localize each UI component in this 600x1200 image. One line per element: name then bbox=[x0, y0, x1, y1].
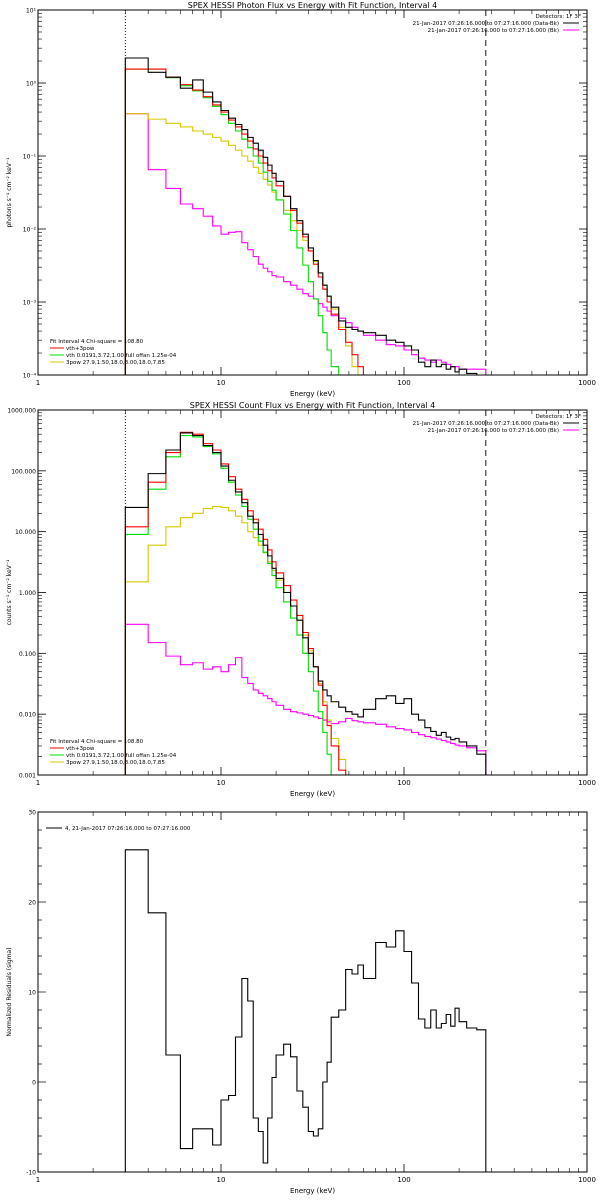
x-tick-label: 1000 bbox=[578, 379, 596, 387]
series-line-3pow bbox=[124, 113, 359, 375]
x-tick-label: 1 bbox=[36, 1176, 40, 1184]
detectors-label: Detectors: 1F 3F bbox=[535, 414, 581, 420]
x-tick-label: 1 bbox=[36, 379, 40, 387]
series-group bbox=[124, 849, 487, 1172]
chart-panel-2: SPEX HESSI Count Flux vs Energy with Fit… bbox=[6, 401, 596, 798]
fit-interval-label: Fit Interval 4 Chi-square = 108.80 bbox=[50, 339, 144, 345]
x-tick-label: 1000 bbox=[578, 779, 596, 787]
x-tick-label: 100 bbox=[397, 1176, 410, 1184]
legend-bottom-entry: vth 0.0191,3.72,1.00 full offan 1.25e-04 bbox=[66, 353, 177, 359]
x-tick-label: 1 bbox=[36, 779, 40, 787]
series-line-bk bbox=[124, 623, 487, 775]
y-tick-label: 20 bbox=[28, 900, 36, 907]
x-tick-label: 10 bbox=[217, 379, 226, 387]
x-tick-label: 10 bbox=[217, 1176, 226, 1184]
y-tick-label: -10 bbox=[26, 1170, 36, 1177]
x-tick-label: 1000 bbox=[578, 1176, 596, 1184]
y-axis: -10 0 10 20 30 Normalized Residuals (sigma) bbox=[6, 810, 587, 1177]
series-group bbox=[124, 57, 487, 375]
legend-bottom-entry: 3pow 27.9,1.50,18.0,8.00,18.0,7.85 bbox=[66, 360, 165, 366]
series-group bbox=[124, 431, 487, 775]
legend-top-entry: 21-Jan-2017 07:26:16.000 to 07:27:16.000… bbox=[413, 21, 559, 27]
y-tick-label: 30 bbox=[28, 810, 36, 817]
y-tick-label: 10⁰ bbox=[26, 81, 37, 88]
legend-top-entry: 21-Jan-2017 07:26:16.000 to 07:27:16.000… bbox=[428, 28, 559, 34]
y-tick-label: 1.000 bbox=[19, 590, 36, 597]
y-axis-label: photons s⁻¹ cm⁻² keV⁻¹ bbox=[6, 157, 13, 228]
series-line-vth bbox=[124, 435, 332, 775]
series-line-data-bk bbox=[124, 432, 487, 775]
series-line-3pow bbox=[124, 505, 347, 775]
legend-top-entry: 21-Jan-2017 07:26:16.000 to 07:27:16.000… bbox=[413, 421, 559, 427]
series-line-data-bk bbox=[124, 57, 487, 375]
y-axis: 0.001 0.010 0.100 1.000 10.000 100.000 1000.00… bbox=[6, 408, 587, 780]
series-line-vth-3pow bbox=[124, 68, 377, 375]
chart-title: SPEX HESSI Count Flux vs Energy with Fit… bbox=[190, 401, 435, 410]
x-axis-label: Energy (keV) bbox=[290, 1187, 335, 1195]
x-tick-label: 100 bbox=[397, 379, 410, 387]
y-tick-label: 10⁻¹ bbox=[23, 154, 37, 161]
y-tick-label: 10¹ bbox=[26, 8, 37, 15]
chart-panel-1: SPEX HESSI Photon Flux vs Energy with Fi… bbox=[6, 1, 596, 398]
y-tick-label: 100.000 bbox=[11, 468, 36, 475]
y-tick-label: 10⁻⁴ bbox=[23, 373, 37, 380]
legend-top-entry: 21-Jan-2017 07:26:16.000 to 07:27:16.000… bbox=[428, 428, 559, 434]
x-axis-label: Energy (keV) bbox=[290, 390, 335, 398]
y-axis-label: Normalized Residuals (sigma) bbox=[6, 947, 13, 1036]
series-line-vth bbox=[124, 68, 340, 375]
y-tick-label: 0.100 bbox=[19, 651, 36, 658]
y-tick-label: 1000.000 bbox=[7, 408, 36, 415]
y-tick-label: 0 bbox=[32, 1080, 36, 1087]
y-tick-label: 10⁻³ bbox=[23, 300, 37, 307]
chart-panel-3: 1 10 100 1000 Energy (keV) -10 0 10 20 30 Normaliz… bbox=[6, 810, 596, 1196]
detectors-label: Detectors: 1F 3F bbox=[535, 14, 581, 20]
y-tick-label: 10⁻² bbox=[23, 227, 37, 234]
legend-bottom-entry: vth 0.0191,3.72,1.00 full offan 1.25e-04 bbox=[66, 753, 177, 759]
y-axis-label: counts s⁻¹ cm⁻² keV⁻¹ bbox=[6, 559, 13, 625]
legend-bottom-entry: vth+3pow bbox=[66, 346, 95, 352]
legend-bottom-entry: 3pow 27.9,1.50,18.0,8.00,18.0,7.85 bbox=[66, 760, 165, 766]
plot-frame bbox=[37, 811, 588, 1173]
x-axis: 1 10 100 1000 Energy (keV) bbox=[36, 812, 596, 1195]
x-tick-label: 10 bbox=[217, 779, 226, 787]
fit-interval-label: Fit Interval 4 Chi-square = 108.80 bbox=[50, 739, 144, 745]
plot-frame bbox=[37, 9, 588, 376]
y-axis: 10⁻⁴ 10⁻³ 10⁻² 10⁻¹ 10⁰ 10¹ photons s⁻¹ cm⁻² k… bbox=[6, 8, 587, 380]
y-tick-label: 0.001 bbox=[19, 773, 36, 780]
x-axis: 1 10 100 1000 Energy (keV) bbox=[36, 410, 596, 798]
legend-bottom-entry: vth+3pow bbox=[66, 746, 95, 752]
y-tick-label: 10 bbox=[28, 990, 36, 997]
y-tick-label: 0.010 bbox=[19, 712, 36, 719]
x-axis-label: Energy (keV) bbox=[290, 790, 335, 798]
series-line-bk bbox=[124, 113, 487, 375]
y-tick-label: 10.000 bbox=[15, 529, 36, 536]
series-line-residuals bbox=[124, 849, 487, 1172]
chart-title: SPEX HESSI Photon Flux vs Energy with Fi… bbox=[188, 1, 438, 10]
x-tick-label: 100 bbox=[397, 779, 410, 787]
legend-top-entry: 4, 21-Jan-2017 07:26:16.000 to 07:27:16.… bbox=[65, 826, 191, 832]
plot-frame bbox=[37, 409, 588, 776]
